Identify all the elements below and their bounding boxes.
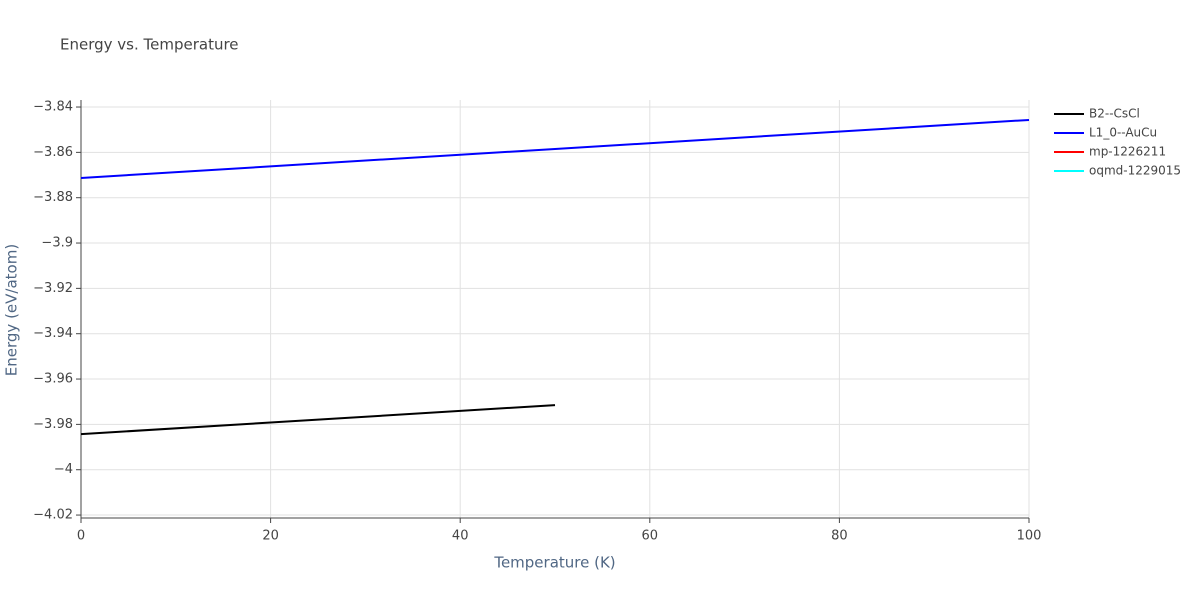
legend-label: mp-1226211 (1089, 145, 1166, 159)
x-tick-label: 60 (642, 529, 659, 544)
chart-title: Energy vs. Temperature (60, 36, 239, 54)
legend-label: B2--CsCl (1089, 107, 1140, 121)
x-tick-label: 80 (831, 529, 848, 544)
y-tick-label: −3.94 (33, 326, 73, 341)
x-tick-label: 100 (1017, 529, 1042, 544)
x-tick-label: 40 (452, 529, 469, 544)
x-tick-label: 0 (77, 529, 85, 544)
x-tick-label: 20 (262, 529, 279, 544)
y-tick-label: −4 (54, 462, 73, 477)
y-tick-label: −3.92 (33, 281, 73, 296)
y-tick-label: −3.96 (33, 372, 73, 387)
y-tick-label: −3.86 (33, 145, 73, 160)
y-tick-label: −4.02 (33, 508, 73, 523)
y-tick-label: −3.84 (33, 100, 73, 115)
y-tick-label: −3.88 (33, 190, 73, 205)
x-axis-title: Temperature (K) (493, 554, 615, 572)
series-line (80, 118, 1030, 179)
y-axis-title: Energy (eV/atom) (3, 244, 21, 376)
y-tick-label: −3.98 (33, 417, 73, 432)
legend-label: L1_0--AuCu (1089, 126, 1157, 140)
legend-label: oqmd-1229015 (1089, 164, 1181, 178)
y-tick-label: −3.9 (41, 236, 73, 251)
series-line (80, 404, 556, 436)
